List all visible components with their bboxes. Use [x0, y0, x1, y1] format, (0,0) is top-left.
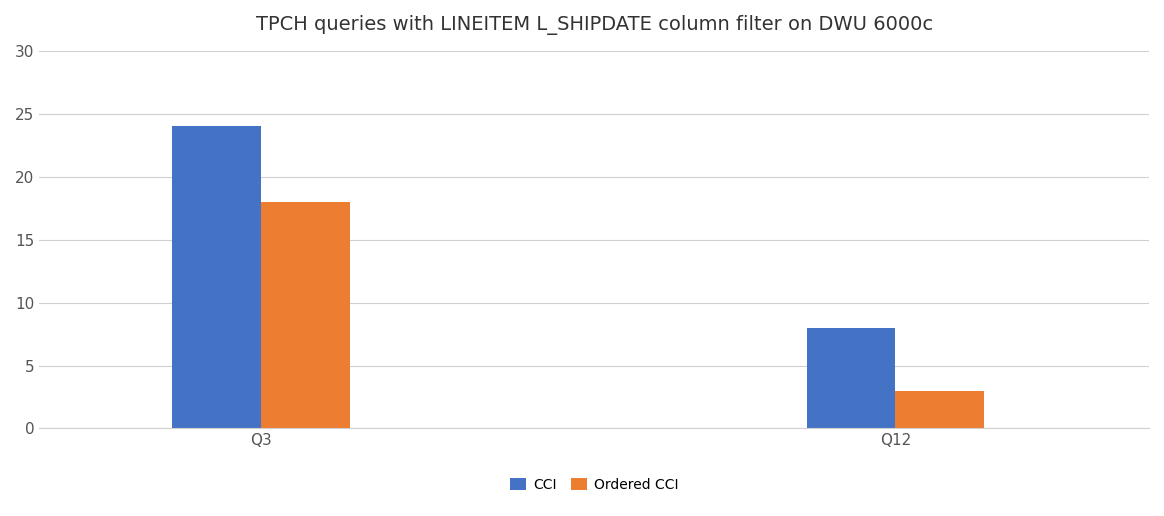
Bar	[807, 328, 895, 428]
Bar	[895, 391, 984, 428]
Bar	[261, 202, 350, 428]
Bar	[172, 126, 261, 428]
Title: TPCH queries with LINEITEM L_SHIPDATE column filter on DWU 6000c: TPCH queries with LINEITEM L_SHIPDATE co…	[256, 15, 932, 35]
Legend: CCI, Ordered CCI: CCI, Ordered CCI	[504, 472, 684, 497]
